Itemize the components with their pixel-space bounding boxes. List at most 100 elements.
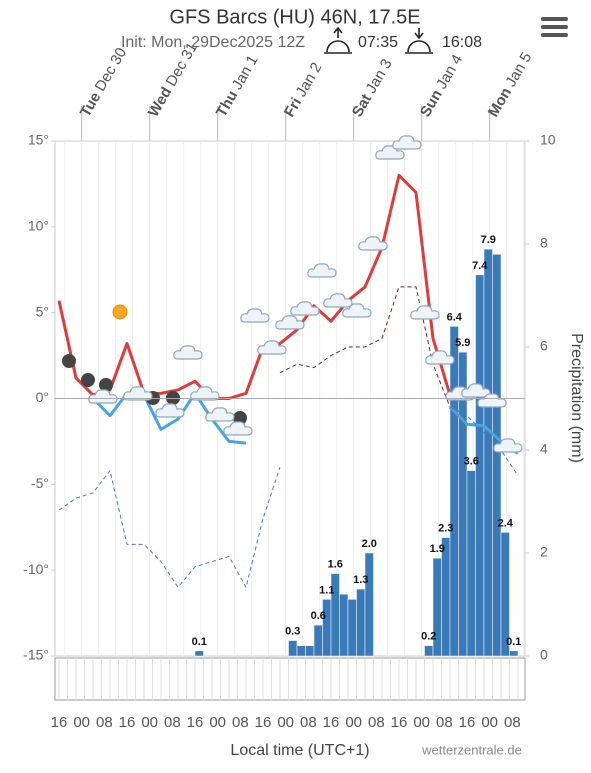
precip-bar [441, 537, 451, 657]
x-tick-label: 00 [413, 714, 430, 731]
y2-tick-label: 10 [540, 132, 556, 148]
x-tick-label: 08 [436, 714, 453, 731]
x-tick-label: 16 [459, 714, 476, 731]
x-tick-label: 08 [300, 714, 317, 731]
y2-axis-label: Precipitation (mm) [568, 333, 585, 463]
x-tick-label: 08 [164, 714, 181, 731]
day-date: Jan 2 [292, 60, 325, 100]
day-name: Tue [77, 89, 105, 120]
day-label: TueDec 30 [77, 45, 130, 120]
day-label: SunJan 4 [417, 52, 466, 120]
day-name: Thu [213, 88, 241, 120]
precip-label: 1.3 [353, 574, 368, 586]
precip-bar [449, 326, 459, 657]
x-axis-label: Local time (UTC+1) [230, 742, 369, 759]
sunrise-time: 07:35 [358, 34, 398, 51]
precip-bar [296, 645, 306, 657]
day-name: Sat [349, 91, 375, 120]
x-tick-label: 00 [73, 714, 90, 731]
x-tick-label: 16 [119, 714, 136, 731]
x-tick-label: 16 [255, 714, 272, 731]
wind-strip [54, 657, 526, 701]
temp-line [57, 173, 452, 400]
temp-line [279, 286, 451, 408]
day-label: ThuJan 1 [213, 52, 262, 120]
sunrise-icon [324, 26, 352, 54]
y-tick-label: -10° [23, 561, 49, 577]
precip-label: 0.1 [506, 636, 521, 648]
menu-button[interactable] [541, 17, 568, 37]
y2-tick-label: 2 [540, 544, 548, 560]
day-name: Fri [281, 95, 305, 120]
precip-label: 3.6 [464, 456, 479, 468]
precip-label: 2.3 [438, 522, 453, 534]
sunset-icon [405, 28, 433, 54]
y2-tick-label: 6 [540, 338, 548, 354]
x-tick-label: 08 [368, 714, 385, 731]
precip-label: 0.3 [285, 625, 300, 637]
precip-label: 7.9 [481, 234, 496, 246]
x-tick-label: 16 [187, 714, 204, 731]
precip-bar [424, 645, 434, 657]
y2-tick-label: 4 [540, 441, 548, 457]
day-date: Jan 3 [363, 56, 396, 96]
precip-bar [364, 552, 374, 657]
precip-bar [313, 624, 323, 657]
day-date: Jan 1 [229, 52, 262, 92]
precip-bar [305, 645, 315, 657]
precip-bar [500, 532, 510, 657]
temp-line [58, 406, 519, 588]
precip-bar [322, 599, 332, 657]
x-tick-label: 00 [277, 714, 294, 731]
precip-label: 2.0 [362, 538, 377, 550]
day-label: FriJan 2 [281, 60, 326, 120]
precip-bar [288, 640, 298, 657]
precip-label: 1.1 [319, 584, 334, 596]
y-tick-label: -15° [23, 647, 49, 663]
subtitle: Init: Mon, 29Dec2025 12Z [121, 34, 305, 51]
precip-label: 2.4 [498, 517, 514, 529]
precip-bar [194, 650, 204, 657]
credit: wetterzentrale.de [421, 742, 522, 757]
precip-label: 0.6 [311, 610, 326, 622]
y-tick-label: 15° [28, 132, 49, 148]
precip-bar [347, 599, 357, 657]
sunset-time: 16:08 [442, 34, 482, 51]
day-name: Wed [145, 84, 175, 120]
day-name: Sun [417, 87, 446, 120]
day-label: SatJan 3 [349, 56, 396, 120]
precip-bar [509, 650, 519, 657]
precip-bar [466, 470, 476, 657]
x-tick-label: 16 [323, 714, 340, 731]
day-label: WedDec 31 [145, 40, 201, 120]
precip-bar [356, 588, 366, 657]
x-tick-label: 08 [96, 714, 113, 731]
y-tick-label: 5° [36, 303, 49, 319]
y-tick-label: 0° [36, 389, 49, 405]
x-tick-label: 08 [504, 714, 521, 731]
x-tick-label: 00 [481, 714, 498, 731]
title: GFS Barcs (HU) 46N, 17.5E [169, 6, 420, 28]
precip-label: 1.6 [328, 559, 343, 571]
day-date: Jan 5 [502, 50, 535, 90]
day-name: Mon [485, 85, 515, 120]
day-date: Jan 4 [433, 52, 466, 92]
x-tick-label: 16 [391, 714, 408, 731]
y2-tick-label: 8 [540, 235, 548, 251]
temp-lines [57, 173, 519, 588]
x-tick-label: 00 [209, 714, 226, 731]
precip-label: 0.1 [192, 636, 207, 648]
x-tick-label: 16 [51, 714, 68, 731]
precip-bar [483, 248, 493, 657]
precip-label: 6.4 [447, 311, 463, 323]
x-tick-label: 00 [141, 714, 158, 731]
x-tick-label: 08 [232, 714, 249, 731]
x-tick-label: 00 [345, 714, 362, 731]
precip-label: 1.9 [430, 543, 445, 555]
y-tick-label: 10° [28, 218, 49, 234]
day-label: MonJan 5 [485, 50, 535, 120]
y-tick-label: -5° [31, 475, 49, 491]
precip-label: 7.4 [472, 260, 488, 272]
precip-label: 5.9 [455, 337, 470, 349]
